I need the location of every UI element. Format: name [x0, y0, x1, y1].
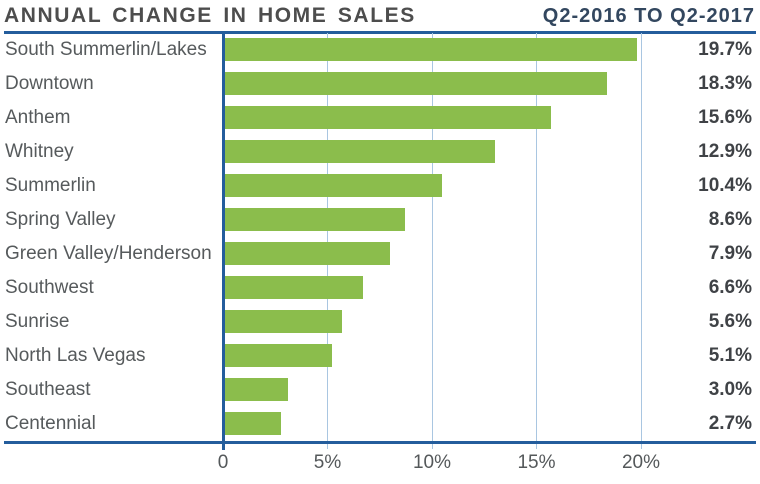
bar-row: Whitney 12.9%	[0, 135, 760, 169]
x-tick-label-15: 15%	[517, 452, 556, 473]
bar	[225, 378, 288, 401]
bar-row: Southeast 3.0%	[0, 373, 760, 407]
bar-row: Southwest 6.6%	[0, 271, 760, 305]
value-label: 2.7%	[708, 413, 752, 434]
value-label: 18.3%	[698, 73, 752, 94]
bar	[225, 72, 608, 95]
value-label: 8.6%	[708, 209, 752, 230]
category-label: North Las Vegas	[5, 345, 146, 366]
bar-row: Anthem 15.6%	[0, 101, 760, 135]
header-rule	[4, 31, 756, 34]
chart-period: Q2-2016 TO Q2-2017	[542, 5, 755, 27]
bar	[225, 106, 552, 129]
value-label: 15.6%	[698, 107, 752, 128]
bar	[225, 38, 637, 61]
category-label: Anthem	[5, 107, 71, 128]
x-tick-label-5: 5%	[313, 452, 342, 473]
tick-stub-15	[536, 444, 537, 449]
value-label: 6.6%	[708, 277, 752, 298]
x-tick-label-0: 0	[217, 452, 229, 473]
category-label: Centennial	[5, 413, 96, 434]
bar	[225, 242, 391, 265]
gridline-5	[327, 33, 328, 441]
y-axis-line	[222, 33, 225, 450]
category-label: Downtown	[5, 73, 94, 94]
x-tick-label-20: 20%	[621, 452, 661, 473]
tick-stub-10	[431, 444, 433, 449]
category-label: Sunrise	[5, 311, 70, 332]
category-label: Southwest	[5, 277, 94, 298]
bar	[225, 344, 332, 367]
gridline-20	[640, 33, 642, 441]
bar-row: Green Valley/Henderson 7.9%	[0, 237, 760, 271]
bar	[225, 412, 282, 435]
tick-stub-5	[327, 444, 328, 449]
category-label: Whitney	[5, 141, 74, 162]
category-label: Summerlin	[5, 175, 96, 196]
x-axis-line	[4, 441, 756, 444]
bar-row: North Las Vegas 5.1%	[0, 339, 760, 373]
bar	[225, 310, 343, 333]
bar-row: South Summerlin/Lakes 19.7%	[0, 33, 760, 67]
value-label: 7.9%	[708, 243, 752, 264]
bar	[225, 276, 363, 299]
tick-stub-20	[640, 444, 642, 449]
value-label: 5.1%	[708, 345, 752, 366]
value-label: 19.7%	[698, 39, 752, 60]
value-label: 10.4%	[698, 175, 752, 196]
bar	[225, 174, 443, 197]
x-tick-label-10: 10%	[412, 452, 452, 473]
category-label: South Summerlin/Lakes	[5, 39, 207, 60]
bar-row: Summerlin 10.4%	[0, 169, 760, 203]
gridline-10	[431, 33, 433, 441]
bar-row: Downtown 18.3%	[0, 67, 760, 101]
bar-row: Centennial 2.7%	[0, 407, 760, 441]
category-label: Spring Valley	[5, 209, 116, 230]
chart-title: ANNUAL CHANGE IN HOME SALES	[4, 4, 416, 27]
category-label: Southeast	[5, 379, 91, 400]
bar-row: Sunrise 5.6%	[0, 305, 760, 339]
bar	[225, 208, 405, 231]
value-label: 12.9%	[698, 141, 752, 162]
bar	[225, 140, 495, 163]
value-label: 5.6%	[708, 311, 752, 332]
category-label: Green Valley/Henderson	[5, 243, 212, 264]
gridline-15	[536, 33, 537, 441]
bar-row: Spring Valley 8.6%	[0, 203, 760, 237]
value-label: 3.0%	[708, 379, 752, 400]
